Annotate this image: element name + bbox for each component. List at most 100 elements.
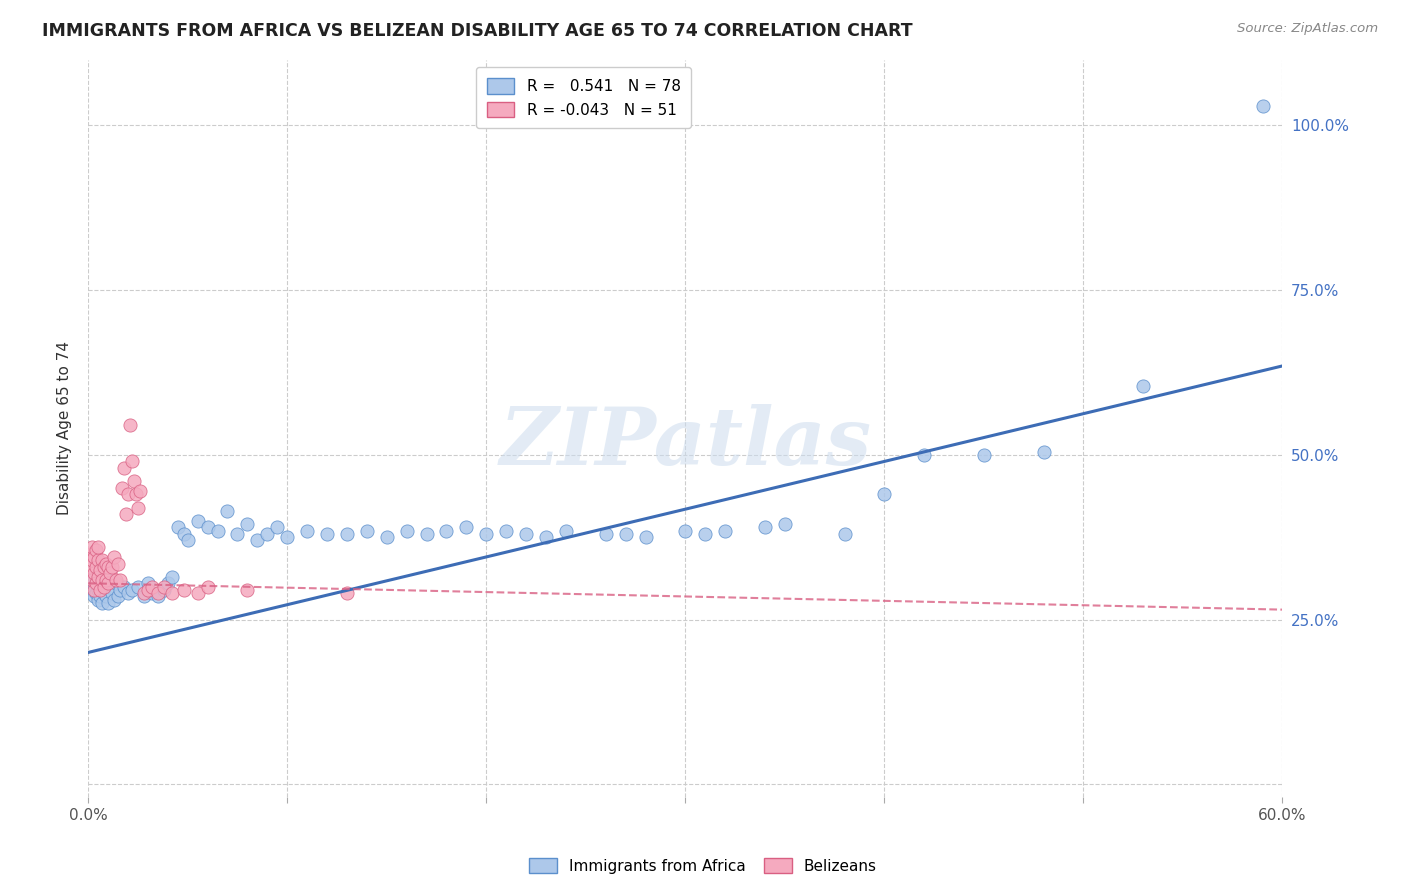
Point bbox=[103, 549, 125, 564]
Point bbox=[136, 576, 159, 591]
Point bbox=[97, 559, 120, 574]
Text: IMMIGRANTS FROM AFRICA VS BELIZEAN DISABILITY AGE 65 TO 74 CORRELATION CHART: IMMIGRANTS FROM AFRICA VS BELIZEAN DISAB… bbox=[42, 22, 912, 40]
Point bbox=[87, 582, 110, 597]
Point bbox=[82, 540, 104, 554]
Point bbox=[173, 527, 195, 541]
Point bbox=[534, 530, 557, 544]
Point bbox=[207, 524, 229, 538]
Point bbox=[105, 573, 128, 587]
Point bbox=[456, 520, 478, 534]
Point bbox=[93, 580, 115, 594]
Point bbox=[152, 582, 174, 597]
Point bbox=[673, 524, 696, 538]
Point bbox=[187, 514, 209, 528]
Point bbox=[89, 573, 111, 587]
Point bbox=[141, 580, 163, 594]
Point bbox=[82, 573, 104, 587]
Point bbox=[226, 527, 249, 541]
Point bbox=[103, 592, 125, 607]
Point bbox=[356, 524, 378, 538]
Point bbox=[94, 557, 117, 571]
Point bbox=[197, 520, 219, 534]
Point bbox=[236, 516, 259, 531]
Point bbox=[246, 533, 269, 548]
Point bbox=[111, 481, 134, 495]
Point bbox=[146, 590, 169, 604]
Point bbox=[197, 580, 219, 594]
Point bbox=[89, 590, 111, 604]
Point bbox=[436, 524, 458, 538]
Point bbox=[91, 573, 114, 587]
Point bbox=[97, 596, 120, 610]
Point bbox=[127, 580, 149, 594]
Point bbox=[121, 582, 143, 597]
Point bbox=[84, 543, 107, 558]
Point bbox=[93, 586, 115, 600]
Point bbox=[217, 504, 239, 518]
Point bbox=[834, 527, 856, 541]
Point bbox=[79, 547, 101, 561]
Point bbox=[176, 533, 198, 548]
Point bbox=[112, 580, 135, 594]
Point bbox=[121, 454, 143, 468]
Point bbox=[89, 563, 111, 577]
Point bbox=[117, 586, 139, 600]
Point bbox=[83, 590, 105, 604]
Point bbox=[1251, 99, 1274, 113]
Point bbox=[256, 527, 278, 541]
Point bbox=[101, 559, 124, 574]
Point bbox=[166, 520, 188, 534]
Point bbox=[773, 516, 796, 531]
Point bbox=[84, 576, 107, 591]
Text: ZIPatlas: ZIPatlas bbox=[499, 404, 872, 482]
Point bbox=[82, 553, 104, 567]
Point bbox=[93, 576, 115, 591]
Point bbox=[336, 586, 359, 600]
Point bbox=[84, 559, 107, 574]
Point bbox=[132, 590, 155, 604]
Point bbox=[91, 580, 114, 594]
Point bbox=[82, 573, 104, 587]
Point bbox=[83, 580, 105, 594]
Point bbox=[146, 586, 169, 600]
Point bbox=[83, 582, 105, 597]
Point bbox=[614, 527, 637, 541]
Point bbox=[695, 527, 717, 541]
Point bbox=[122, 474, 145, 488]
Point bbox=[515, 527, 537, 541]
Point bbox=[79, 559, 101, 574]
Point bbox=[276, 530, 298, 544]
Point bbox=[91, 553, 114, 567]
Point bbox=[87, 592, 110, 607]
Point bbox=[83, 549, 105, 564]
Y-axis label: Disability Age 65 to 74: Disability Age 65 to 74 bbox=[58, 342, 72, 516]
Point bbox=[93, 559, 115, 574]
Point bbox=[87, 570, 110, 584]
Point bbox=[316, 527, 339, 541]
Point bbox=[475, 527, 498, 541]
Point bbox=[125, 487, 148, 501]
Point bbox=[336, 527, 359, 541]
Point bbox=[554, 524, 576, 538]
Point bbox=[91, 596, 114, 610]
Point bbox=[83, 570, 105, 584]
Point bbox=[84, 576, 107, 591]
Point bbox=[89, 582, 111, 597]
Point bbox=[160, 570, 183, 584]
Point bbox=[97, 573, 120, 587]
Point bbox=[82, 582, 104, 597]
Point bbox=[173, 582, 195, 597]
Point bbox=[495, 524, 517, 538]
Point bbox=[595, 527, 617, 541]
Text: Source: ZipAtlas.com: Source: ZipAtlas.com bbox=[1237, 22, 1378, 36]
Point bbox=[634, 530, 657, 544]
Point bbox=[754, 520, 776, 534]
Point bbox=[115, 507, 138, 521]
Point bbox=[87, 553, 110, 567]
Point bbox=[97, 576, 120, 591]
Point bbox=[136, 582, 159, 597]
Point bbox=[94, 590, 117, 604]
Point bbox=[295, 524, 318, 538]
Point bbox=[375, 530, 398, 544]
Point bbox=[266, 520, 288, 534]
